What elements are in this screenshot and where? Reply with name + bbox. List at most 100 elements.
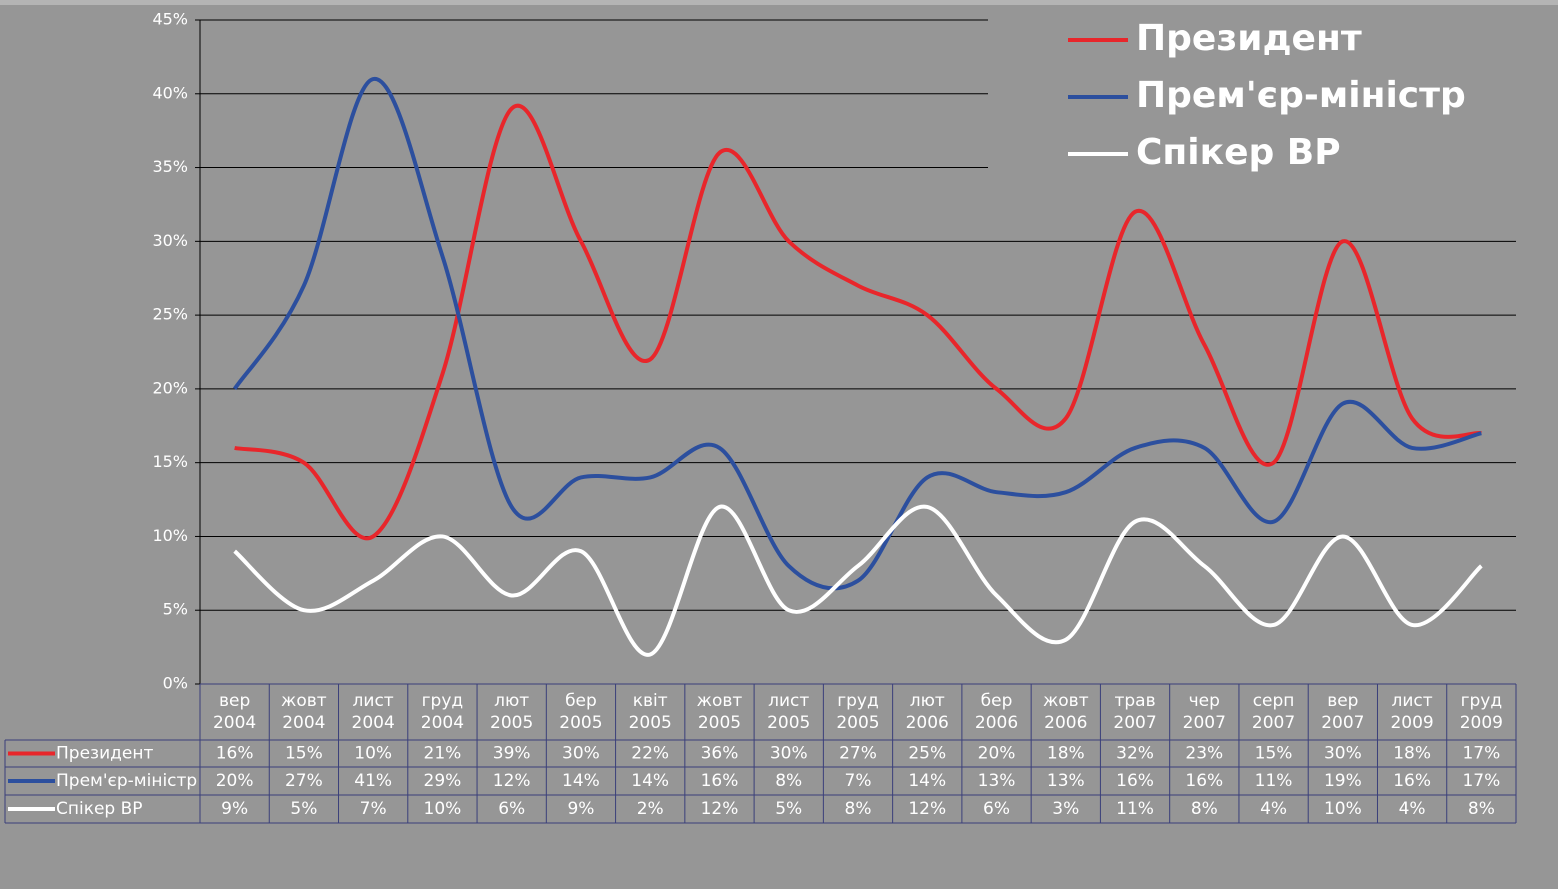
y-tick-label: 45%	[152, 10, 188, 29]
x-tick-label: лист 2004	[339, 686, 408, 738]
category-text: лют 2006	[905, 691, 949, 733]
table-value: 21%	[424, 744, 462, 764]
table-value: 6%	[498, 799, 525, 819]
y-tick-label: 20%	[152, 378, 188, 397]
table-value: 27%	[839, 744, 877, 764]
table-value: 10%	[354, 744, 392, 764]
table-value: 27%	[285, 771, 323, 791]
category-text: лист 2009	[1390, 691, 1434, 733]
category-text: груд 2005	[836, 691, 880, 733]
category-text: бер 2005	[559, 691, 603, 733]
category-text: лист 2005	[767, 691, 811, 733]
table-value: 16%	[1116, 771, 1154, 791]
category-text: квіт 2005	[628, 691, 672, 733]
y-tick-label: 0%	[163, 674, 188, 693]
x-tick-label: груд 2004	[408, 686, 477, 738]
table-value: 16%	[216, 744, 254, 764]
table-row-label: Президент	[56, 744, 153, 764]
category-text: груд 2009	[1459, 691, 1503, 733]
table-value: 14%	[631, 771, 669, 791]
x-tick-label: серп 2007	[1239, 686, 1308, 738]
x-tick-label: груд 2009	[1447, 686, 1516, 738]
table-value: 8%	[775, 771, 802, 791]
x-tick-label: лют 2005	[477, 686, 546, 738]
y-tick-label: 15%	[152, 452, 188, 471]
table-value: 7%	[360, 799, 387, 819]
table-row-label: Прем'єр-міністр	[56, 771, 197, 791]
table-value: 25%	[908, 744, 946, 764]
table-value: 12%	[908, 799, 946, 819]
table-value: 16%	[701, 771, 739, 791]
table-value: 2%	[637, 799, 664, 819]
table-value: 13%	[978, 771, 1016, 791]
table-value: 19%	[1324, 771, 1362, 791]
y-tick-label: 30%	[152, 231, 188, 250]
legend-label: Спікер ВР	[1136, 132, 1341, 173]
x-tick-label: жовт 2006	[1031, 686, 1100, 738]
series-line	[232, 77, 1482, 591]
series-line	[234, 103, 1482, 541]
x-tick-label: груд 2005	[823, 686, 892, 738]
table-value: 8%	[1468, 799, 1495, 819]
table-value: 41%	[354, 771, 392, 791]
category-text: жовт 2005	[696, 691, 743, 733]
x-tick-label: лист 2005	[754, 686, 823, 738]
table-value: 39%	[493, 744, 531, 764]
x-tick-label: жовт 2004	[269, 686, 338, 738]
table-value: 18%	[1047, 744, 1085, 764]
table-value: 13%	[1047, 771, 1085, 791]
table-value: 3%	[1052, 799, 1079, 819]
table-value: 32%	[1116, 744, 1154, 764]
table-value: 6%	[983, 799, 1010, 819]
table-value: 30%	[770, 744, 808, 764]
x-tick-label: жовт 2005	[685, 686, 754, 738]
table-value: 11%	[1116, 799, 1154, 819]
legend-label: Прем'єр-міністр	[1136, 75, 1466, 116]
legend-label: Президент	[1136, 18, 1362, 59]
category-text: трав 2007	[1113, 691, 1157, 733]
x-tick-label: квіт 2005	[616, 686, 685, 738]
top-strip	[0, 0, 1558, 5]
category-text: вер 2007	[1321, 691, 1365, 733]
table-value: 10%	[424, 799, 462, 819]
table-value: 12%	[493, 771, 531, 791]
table-value: 17%	[1462, 771, 1500, 791]
category-text: груд 2004	[420, 691, 465, 733]
x-tick-label: бер 2006	[962, 686, 1031, 738]
category-text: чер 2007	[1182, 691, 1226, 733]
x-tick-label: трав 2007	[1100, 686, 1169, 738]
table-value: 14%	[562, 771, 600, 791]
table-value: 14%	[908, 771, 946, 791]
category-text: жовт 2006	[1042, 691, 1089, 733]
category-text: серп 2007	[1251, 691, 1296, 733]
table-value: 15%	[285, 744, 323, 764]
table-value: 18%	[1393, 744, 1431, 764]
x-tick-label: лют 2006	[893, 686, 962, 738]
table-value: 20%	[978, 744, 1016, 764]
table-value: 8%	[1191, 799, 1218, 819]
table-value: 9%	[567, 799, 594, 819]
table-value: 5%	[775, 799, 802, 819]
table-value: 23%	[1185, 744, 1223, 764]
y-tick-label: 35%	[152, 157, 188, 176]
table-value: 20%	[216, 771, 254, 791]
table-value: 30%	[562, 744, 600, 764]
table-value: 10%	[1324, 799, 1362, 819]
y-tick-label: 25%	[152, 305, 188, 324]
table-value: 12%	[701, 799, 739, 819]
category-text: жовт 2004	[281, 691, 327, 733]
table-value: 30%	[1324, 744, 1362, 764]
table-value: 8%	[845, 799, 872, 819]
x-tick-label: вер 2004	[200, 686, 269, 738]
y-tick-label: 40%	[152, 83, 188, 102]
x-tick-label: чер 2007	[1170, 686, 1239, 738]
category-text: лют 2005	[490, 691, 534, 733]
table-value: 16%	[1393, 771, 1431, 791]
table-value: 15%	[1255, 744, 1293, 764]
table-value: 4%	[1260, 799, 1287, 819]
y-tick-label: 10%	[152, 526, 188, 545]
table-value: 4%	[1399, 799, 1426, 819]
x-tick-label: бер 2005	[546, 686, 615, 738]
